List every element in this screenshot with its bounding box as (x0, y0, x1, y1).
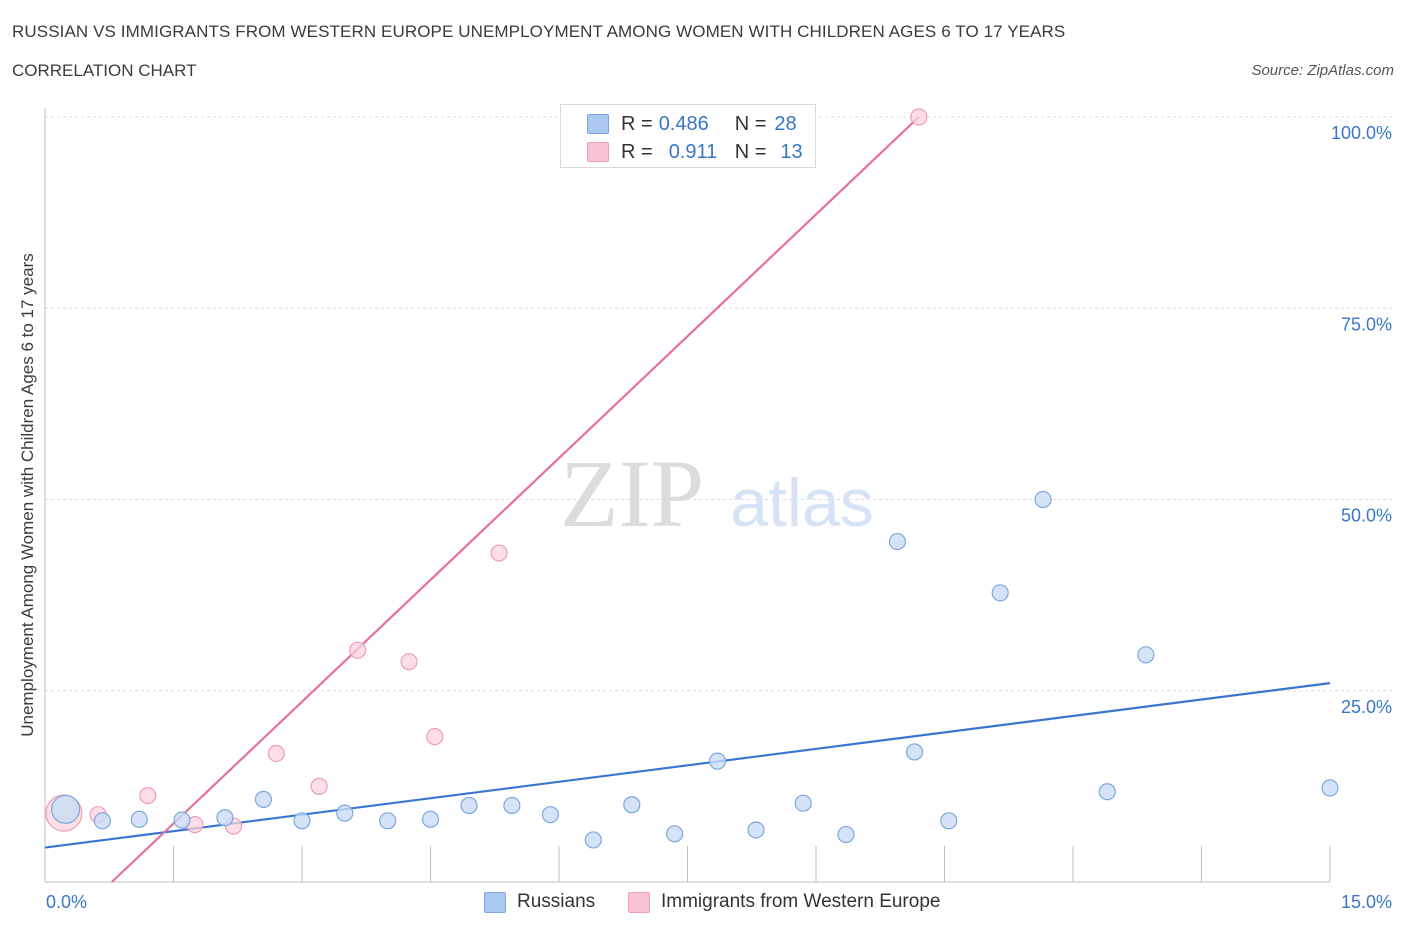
data-points (45, 108, 1339, 849)
point-russians (837, 825, 855, 844)
x-tick-label: 15.0% (1341, 892, 1392, 912)
watermark-zip: ZIP (560, 440, 704, 547)
point-russians (1137, 646, 1155, 664)
point-russians (1321, 779, 1339, 797)
legend-label-russians: Russians (517, 891, 596, 912)
point-russians (93, 812, 111, 830)
y-tick-label: 100.0% (1331, 123, 1392, 143)
point-russians (666, 825, 684, 843)
correlation-legend: R = 0.486 N = 28 R = 0.911 N = 13 (560, 104, 816, 168)
point-russians (379, 812, 397, 830)
point-russians (888, 532, 906, 551)
point-russians (1034, 490, 1052, 509)
source-label: Source: ZipAtlas.com (1251, 62, 1394, 79)
gridlines (45, 116, 1392, 692)
legend-row-russians: R = 0.486 N = 28 (587, 113, 797, 135)
point-russians (460, 796, 478, 815)
point-immigrants (310, 777, 328, 795)
point-russians (794, 794, 812, 812)
legend-n-value: 13 (780, 140, 803, 163)
y-axis-label: Unemployment Among Women with Children A… (18, 253, 37, 737)
legend-r-value: 0.911 (668, 140, 718, 163)
trendlines (44, 116, 1331, 883)
watermark-atlas: atlas (730, 465, 874, 541)
point-russians (503, 796, 521, 815)
y-tick-label: 50.0% (1341, 506, 1392, 526)
legend-r-label: R = (621, 112, 653, 135)
legend-r-value: 0.486 (658, 112, 709, 135)
point-immigrants (400, 653, 418, 671)
point-russians (293, 812, 311, 830)
point-immigrants (349, 641, 367, 659)
legend-n-label: N = (734, 140, 767, 163)
legend-swatch-russians (587, 114, 609, 134)
point-immigrants (139, 786, 157, 805)
point-russians (1098, 783, 1116, 801)
point-russians (584, 831, 602, 849)
point-immigrants (490, 544, 508, 562)
legend-n-value: 28 (774, 112, 797, 135)
legend-row-immigrants: R = 0.911 N = 13 (587, 141, 803, 163)
point-immigrants (426, 728, 444, 746)
point-russians (991, 584, 1009, 602)
y-tick-label: 25.0% (1341, 697, 1392, 717)
tick-labels: 100.0% 75.0% 50.0% 25.0% 0.0% 15.0% (46, 123, 1392, 912)
legend-swatch-russians (484, 891, 506, 913)
point-immigrants (910, 108, 928, 126)
axes (44, 108, 1331, 883)
point-russians (708, 752, 727, 770)
x-tick-label: 0.0% (46, 892, 87, 912)
legend-n-label: N = (734, 112, 767, 135)
point-russians (541, 806, 560, 824)
point-russians (254, 790, 273, 808)
chart-title: RUSSIAN VS IMMIGRANTS FROM WESTERN EUROP… (12, 22, 1066, 41)
point-russians (623, 796, 641, 814)
point-immigrants (267, 744, 285, 763)
legend-label-immigrants: Immigrants from Western Europe (661, 891, 941, 912)
point-russians (216, 809, 234, 827)
legend-item-immigrants: Immigrants from Western Europe (628, 889, 940, 915)
point-russians (905, 743, 924, 761)
point-russians (173, 811, 191, 829)
trendline-russians (44, 682, 1331, 849)
y-tick-label: 75.0% (1341, 314, 1392, 334)
trendline-immigrants (111, 116, 920, 883)
point-russians (130, 810, 148, 828)
legend-r-label: R = (621, 140, 653, 163)
legend-swatch-immigrants (587, 142, 609, 162)
point-russians (940, 812, 958, 830)
legend-swatch-immigrants (628, 891, 650, 913)
point-russians (421, 810, 440, 828)
point-russians (747, 821, 765, 839)
point-russians (336, 804, 354, 822)
point-russians (50, 794, 81, 824)
chart-subtitle: CORRELATION CHART (12, 61, 197, 80)
legend-item-russians: Russians (484, 889, 595, 915)
